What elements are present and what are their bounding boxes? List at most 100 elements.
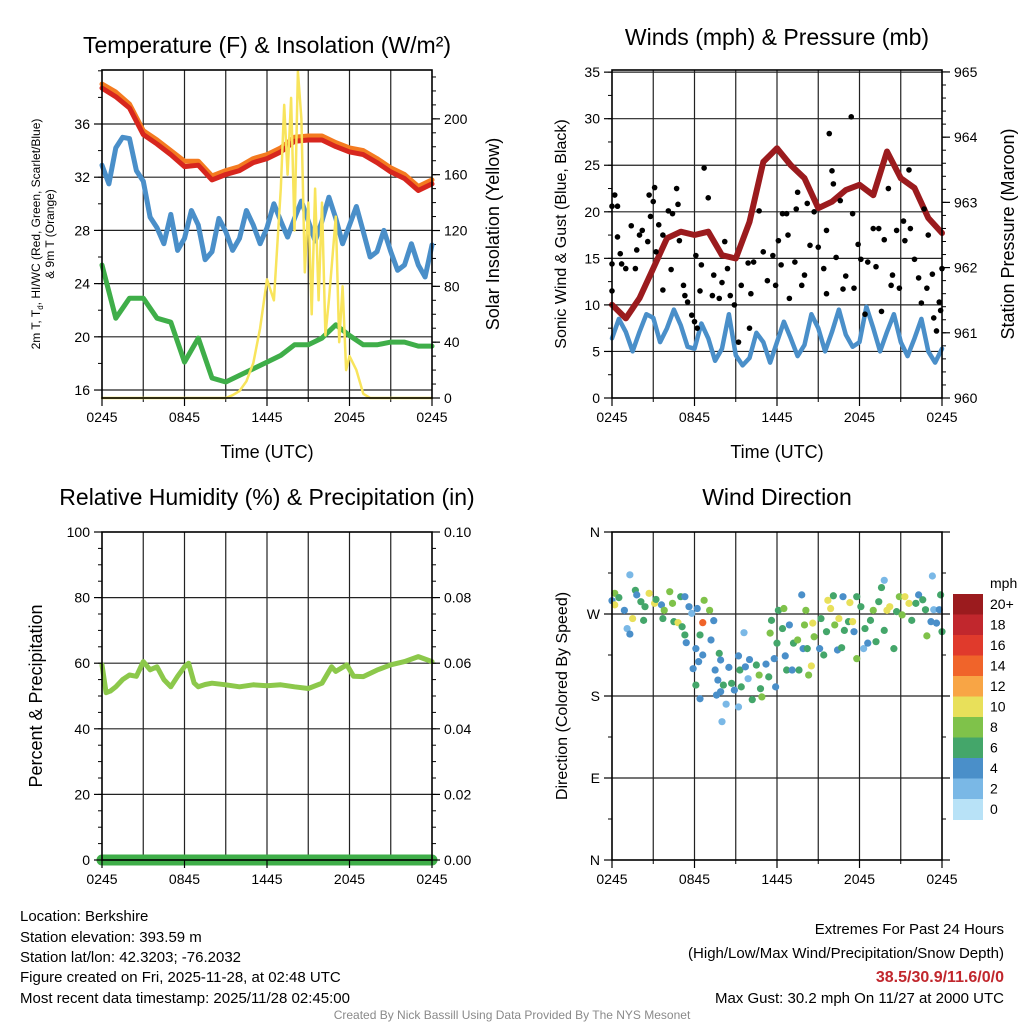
dir-x-tick-label: 1445 <box>761 871 792 887</box>
gust-point <box>855 241 861 248</box>
dir-x-tick-label: 0245 <box>596 871 627 887</box>
direction-point <box>880 576 888 584</box>
colorbar-label: 18 <box>990 617 1006 633</box>
gust-point <box>705 195 712 201</box>
gust-point <box>792 259 798 265</box>
temp-right-tick-label: 160 <box>444 167 468 183</box>
direction-point <box>905 599 913 607</box>
gust-point <box>900 218 907 224</box>
direction-point <box>718 718 726 726</box>
direction-point <box>895 593 903 601</box>
gust-point <box>719 279 725 286</box>
direction-point <box>696 631 704 639</box>
direction-point <box>626 571 634 579</box>
gust-point <box>902 237 908 244</box>
colorbar-swatch <box>953 717 983 738</box>
colorbar-label: 16 <box>990 637 1006 653</box>
gust-point <box>618 261 625 267</box>
gust-point <box>811 208 817 215</box>
gust-point <box>682 292 688 299</box>
gust-point <box>698 262 705 268</box>
gust-point <box>820 265 827 272</box>
rh-chart-title: Relative Humidity (%) & Precipitation (i… <box>59 484 474 510</box>
rh-x-tick-label: 2045 <box>334 871 365 887</box>
temp-x-tick-label: 0245 <box>416 409 447 425</box>
colorbar-swatch <box>953 696 983 718</box>
rh-right-tick-label: 0.00 <box>444 852 471 868</box>
temp-x-tick-label: 0845 <box>169 409 200 425</box>
colorbar-swatch <box>953 594 983 615</box>
temp-left-tick-label: 36 <box>74 116 90 132</box>
direction-point <box>864 639 872 647</box>
gust-point <box>873 263 879 270</box>
direction-point <box>699 651 707 659</box>
gust-point <box>633 247 640 253</box>
temp-series-2m-t <box>99 85 435 193</box>
gust-point <box>745 260 751 266</box>
direction-point <box>770 655 778 663</box>
rh-series-relative-humidity <box>99 654 435 696</box>
direction-point <box>762 660 770 668</box>
station-latlon: Station lat/lon: 42.3203; -76.2032 <box>20 949 241 966</box>
colorbar-label: 20+ <box>990 596 1014 612</box>
gust-point <box>783 210 790 217</box>
rh-right-tick-label: 0.10 <box>444 524 471 540</box>
wind-x-tick-label: 2045 <box>844 409 875 425</box>
wind-left-tick-label: 25 <box>584 157 600 173</box>
direction-point <box>872 638 880 646</box>
dir-left-tick-label: N <box>590 524 600 540</box>
temp-x-tick-label: 0245 <box>86 409 117 425</box>
gust-point <box>680 282 687 289</box>
gust-point <box>735 339 742 345</box>
direction-point <box>693 604 701 613</box>
colorbar-label: 14 <box>990 658 1006 674</box>
gust-point <box>849 210 856 217</box>
extremes-values: 38.5/30.9/11.6/0/0 <box>876 969 1004 986</box>
temp-left-tick-label: 28 <box>74 222 90 238</box>
wind-series-group <box>609 114 945 368</box>
direction-point <box>807 662 815 670</box>
direction-point <box>633 591 641 599</box>
direction-point <box>714 676 722 684</box>
temp-series-hi-wc <box>99 134 435 280</box>
credit-line: Created By Nick Bassill Using Data Provi… <box>334 1008 691 1022</box>
direction-point <box>773 639 781 647</box>
direction-point <box>725 663 733 671</box>
direction-point <box>831 621 839 629</box>
colorbar-label: 0 <box>990 801 998 817</box>
wind-series-sonic-wind <box>609 304 945 368</box>
direction-point <box>827 604 835 613</box>
colorbar-swatch <box>953 737 983 759</box>
direction-point <box>719 681 727 689</box>
direction-point <box>908 616 916 624</box>
colorbar-swatch <box>953 614 983 636</box>
gust-point <box>786 295 793 302</box>
direction-point <box>928 572 936 580</box>
direction-point <box>783 666 791 674</box>
gust-point <box>693 252 699 259</box>
wind-x-tick-label: 0845 <box>679 409 710 425</box>
gust-point <box>746 325 753 331</box>
direction-point <box>652 595 660 604</box>
gust-point <box>772 282 779 289</box>
gust-point <box>721 238 728 245</box>
direction-point <box>756 685 765 693</box>
gust-point <box>655 222 662 228</box>
extremes-legend: (High/Low/Max Wind/Precipitation/Snow De… <box>688 945 1004 962</box>
direction-point <box>935 606 943 614</box>
temp-x-tick-label: 1445 <box>251 409 282 425</box>
direction-point <box>937 591 945 599</box>
direction-point <box>853 593 861 601</box>
colorbar-label: 10 <box>990 699 1006 715</box>
recent-data-timestamp: Most recent data timestamp: 2025/11/28 0… <box>20 990 350 1007</box>
gust-point <box>628 222 635 229</box>
direction-point <box>668 599 677 607</box>
gust-point <box>756 208 762 214</box>
gust-point <box>929 271 936 277</box>
wind-left-tick-label: 30 <box>584 111 600 127</box>
direction-point <box>640 616 648 624</box>
temp-ylabel-part3: , HI/WC (Red, Green, Scarlet/Blue) <box>29 119 43 306</box>
gust-point <box>911 256 918 263</box>
gust-point <box>815 244 822 250</box>
gust-point <box>823 227 830 234</box>
